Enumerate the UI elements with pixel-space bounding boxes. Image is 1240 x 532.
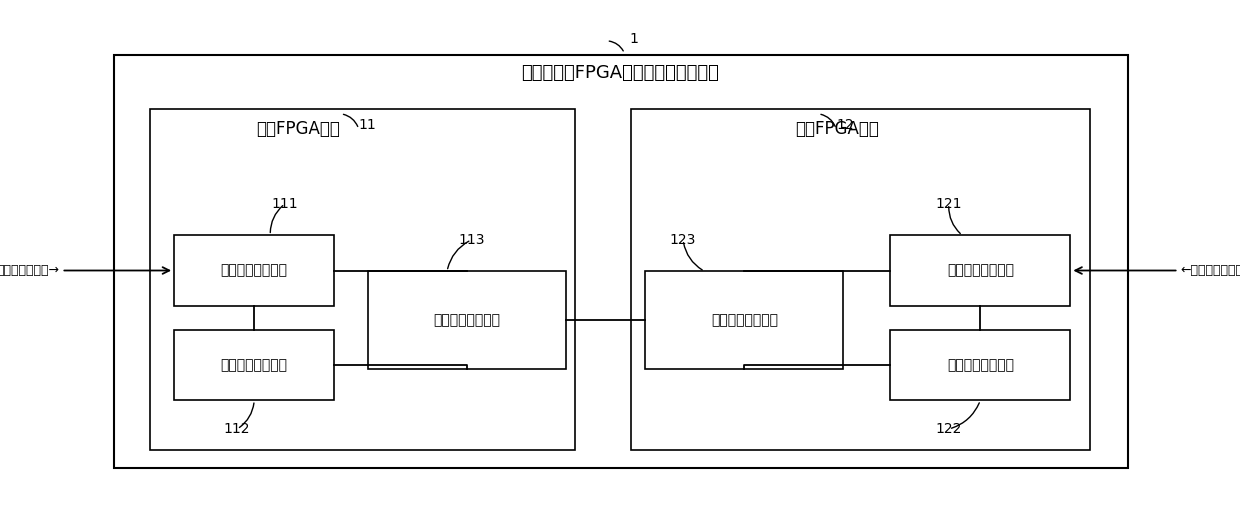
Text: 113: 113 — [458, 233, 485, 247]
Text: 111: 111 — [272, 197, 298, 211]
Text: 第一应用功能模块: 第一应用功能模块 — [221, 358, 288, 372]
Text: 11: 11 — [358, 119, 377, 132]
Text: 第二应用功能模块: 第二应用功能模块 — [947, 358, 1014, 372]
Bar — [890, 330, 1070, 400]
Text: 第二连接控制模块: 第二连接控制模块 — [947, 263, 1014, 278]
Text: 1: 1 — [629, 32, 637, 46]
Text: 112: 112 — [224, 422, 250, 436]
Text: 第一连接控制模块: 第一连接控制模块 — [221, 263, 288, 278]
Text: 一外部控制指令→: 一外部控制指令→ — [0, 264, 60, 277]
Text: 12: 12 — [837, 119, 854, 132]
Text: 第二FPGA芯片: 第二FPGA芯片 — [796, 120, 879, 138]
Text: 第二吉比特收发器: 第二吉比特收发器 — [711, 313, 777, 327]
Bar — [174, 330, 335, 400]
Bar — [174, 235, 335, 306]
Text: 123: 123 — [670, 233, 696, 247]
Text: 121: 121 — [935, 197, 962, 211]
Bar — [114, 55, 1128, 468]
Text: 122: 122 — [936, 422, 962, 436]
Bar — [631, 109, 1090, 450]
Bar — [890, 235, 1070, 306]
Bar — [368, 271, 565, 369]
Text: 第一吉比特收发器: 第一吉比特收发器 — [433, 313, 501, 327]
Text: 第一FPGA芯片: 第一FPGA芯片 — [257, 120, 341, 138]
Bar — [645, 271, 843, 369]
Text: ←外部控制指令一: ←外部控制指令一 — [1180, 264, 1240, 277]
Text: 速率可配式FPGA片间通信的连接系统: 速率可配式FPGA片间通信的连接系统 — [521, 64, 719, 82]
Bar — [150, 109, 575, 450]
